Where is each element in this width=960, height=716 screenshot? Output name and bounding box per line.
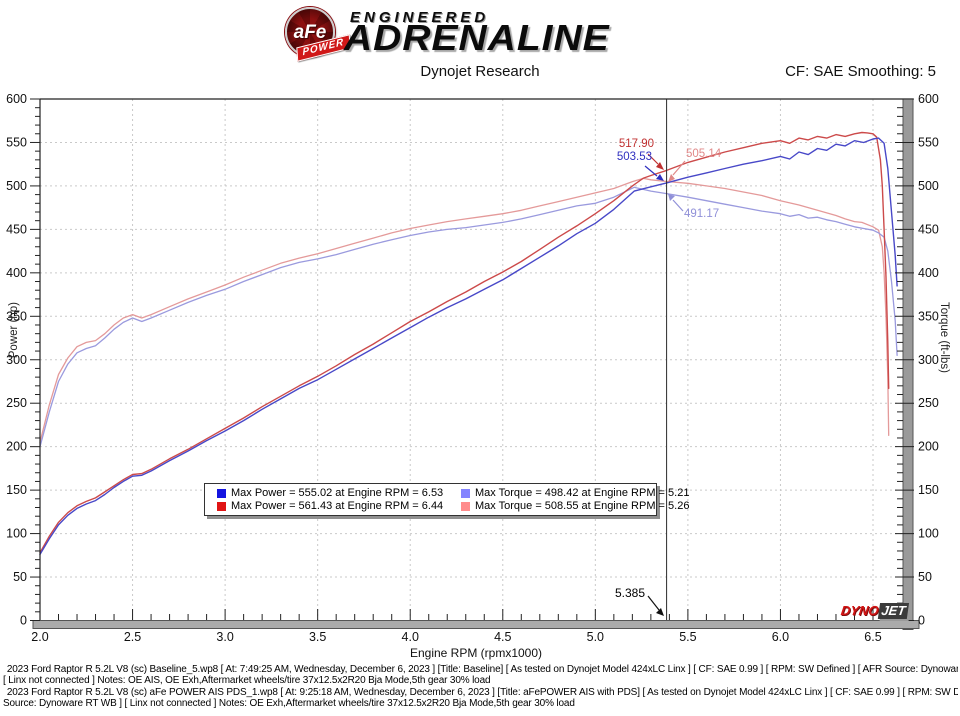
- run1-color-marker: ”: [3, 664, 6, 670]
- grid-layer: [40, 99, 903, 621]
- x-tick-label: 4.5: [494, 630, 511, 644]
- run1-info-line: ”2023 Ford Raptor R 5.2L V8 (sc) Baselin…: [3, 664, 958, 675]
- run2-color-marker: ”: [3, 686, 6, 693]
- y-tick-label-right: 300: [918, 353, 939, 367]
- legend-swatch-baseline-torque: [461, 488, 470, 498]
- x-tick-label: 2.0: [31, 630, 48, 644]
- x-tick-label: 6.5: [864, 630, 881, 644]
- chart-title: Dynojet Research: [420, 63, 540, 80]
- curve-afe-power: [39, 131, 890, 554]
- curve-baseline-torque: [39, 186, 898, 448]
- curve-afe-torque: [39, 177, 890, 443]
- x-tick-label: 4.0: [402, 630, 419, 644]
- legend-box: Max Power = 555.02 at Engine RPM = 6.53 …: [204, 483, 689, 516]
- y-tick-label-left: 500: [6, 179, 27, 193]
- legend-swatch-afe-torque: [461, 501, 470, 511]
- x-tick-label: 6.0: [772, 630, 789, 644]
- y-tick-label-right: 150: [918, 483, 939, 497]
- y-tick-label-right: 200: [918, 440, 939, 454]
- legend-item-afe-power: Max Power = 561.43 at Engine RPM = 6.44: [217, 500, 461, 512]
- y-tick-label-right: 250: [918, 396, 939, 410]
- legend-label: Max Power = 555.02 at Engine RPM = 6.53: [231, 487, 444, 499]
- run2-notes-line: Source: Dynoware RT WB ] [ Linx not conn…: [3, 698, 575, 710]
- legend-item-baseline-torque: Max Torque = 498.42 at Engine RPM = 5.21: [461, 487, 689, 499]
- y-axis-label-torque: Torque (ft-lbs): [938, 302, 950, 373]
- y-tick-label-right: 350: [918, 309, 939, 323]
- x-tick-label: 2.5: [124, 630, 141, 644]
- x-tick-label: 5.0: [587, 630, 604, 644]
- y-tick-label-left: 550: [6, 135, 27, 149]
- y-tick-label-right: 500: [918, 179, 939, 193]
- x-axis-label: Engine RPM (rpmx1000): [409, 646, 543, 660]
- logo-engineered-text: ENGINEERED: [350, 9, 490, 26]
- y-tick-label-right: 450: [918, 222, 939, 236]
- run-info-footer: ”2023 Ford Raptor R 5.2L V8 (sc) Baselin…: [3, 664, 958, 710]
- y-tick-label-left: 250: [6, 396, 27, 410]
- axes-frame-layer: 2.0 2.5 3.0 3.5 4.0 4.5 5.0 5.5 6.0 6.5 0 0 50 50 100 1…: [6, 92, 939, 644]
- cursor-value-afe-power: 517.90: [618, 138, 654, 150]
- run1-notes-line: [ Linx not connected ] Notes: OE AIS, OE…: [3, 675, 491, 687]
- y-tick-label-left: 100: [6, 527, 27, 541]
- cursor-value-baseline-power: 503.53: [616, 151, 652, 163]
- cursor-rpm-label: 5.385: [615, 586, 646, 600]
- cursor-value-afe-torque: 505.14: [686, 148, 722, 160]
- annotation-arrows: [644, 153, 686, 616]
- y-tick-label-left: 150: [6, 483, 27, 497]
- y-axis-label-power: Power (hp): [8, 302, 20, 359]
- legend-label: Max Torque = 508.55 at Engine RPM = 5.26: [475, 500, 690, 512]
- logo-adrenaline-text: ADRENALINE: [344, 18, 610, 59]
- dynojet-watermark-dyno: DYNO: [839, 603, 880, 618]
- dynojet-watermark-jet: JET: [877, 603, 910, 619]
- smoothing-label: CF: SAE Smoothing: 5: [785, 63, 936, 80]
- y-tick-label-right: 550: [918, 135, 939, 149]
- x-tick-label: 5.5: [679, 630, 696, 644]
- afe-logo-text: aFe: [293, 22, 327, 43]
- bottom-axis-bar: [32, 620, 920, 629]
- curve-baseline-power: [39, 137, 898, 556]
- cursor-value-baseline-torque: 491.17: [684, 208, 720, 220]
- x-tick-label: 3.0: [216, 630, 233, 644]
- y-tick-label-left: 300: [6, 353, 27, 367]
- y-tick-label-left: 450: [6, 222, 27, 236]
- legend-label: Max Torque = 498.42 at Engine RPM = 5.21: [475, 487, 690, 499]
- legend-item-afe-torque: Max Torque = 508.55 at Engine RPM = 5.26: [461, 500, 689, 512]
- legend-swatch-baseline-power: [217, 488, 226, 498]
- run2-info-line: ”2023 Ford Raptor R 5.2L V8 (sc) aFe POW…: [3, 687, 958, 698]
- right-axis-bar: [902, 98, 914, 630]
- y-tick-label-left: 50: [13, 570, 27, 584]
- x-tick-label: 3.5: [309, 630, 326, 644]
- y-tick-label-right: 600: [918, 92, 939, 106]
- y-tick-label-left: 200: [6, 440, 27, 454]
- y-tick-label-right: 400: [918, 266, 939, 280]
- y-tick-label-left: 350: [6, 309, 27, 323]
- legend-item-baseline-power: Max Power = 555.02 at Engine RPM = 6.53: [217, 487, 461, 499]
- dynojet-watermark: DYNOJET: [839, 603, 910, 619]
- y-tick-label-right: 0: [918, 614, 925, 628]
- y-tick-label-left: 400: [6, 266, 27, 280]
- curves-layer: [39, 99, 898, 621]
- legend-swatch-afe-power: [217, 501, 226, 511]
- y-tick-label-right: 100: [918, 527, 939, 541]
- y-tick-label-left: 600: [6, 92, 27, 106]
- y-tick-label-left: 0: [20, 614, 27, 628]
- y-tick-label-right: 50: [918, 570, 932, 584]
- legend-label: Max Power = 561.43 at Engine RPM = 6.44: [231, 500, 444, 512]
